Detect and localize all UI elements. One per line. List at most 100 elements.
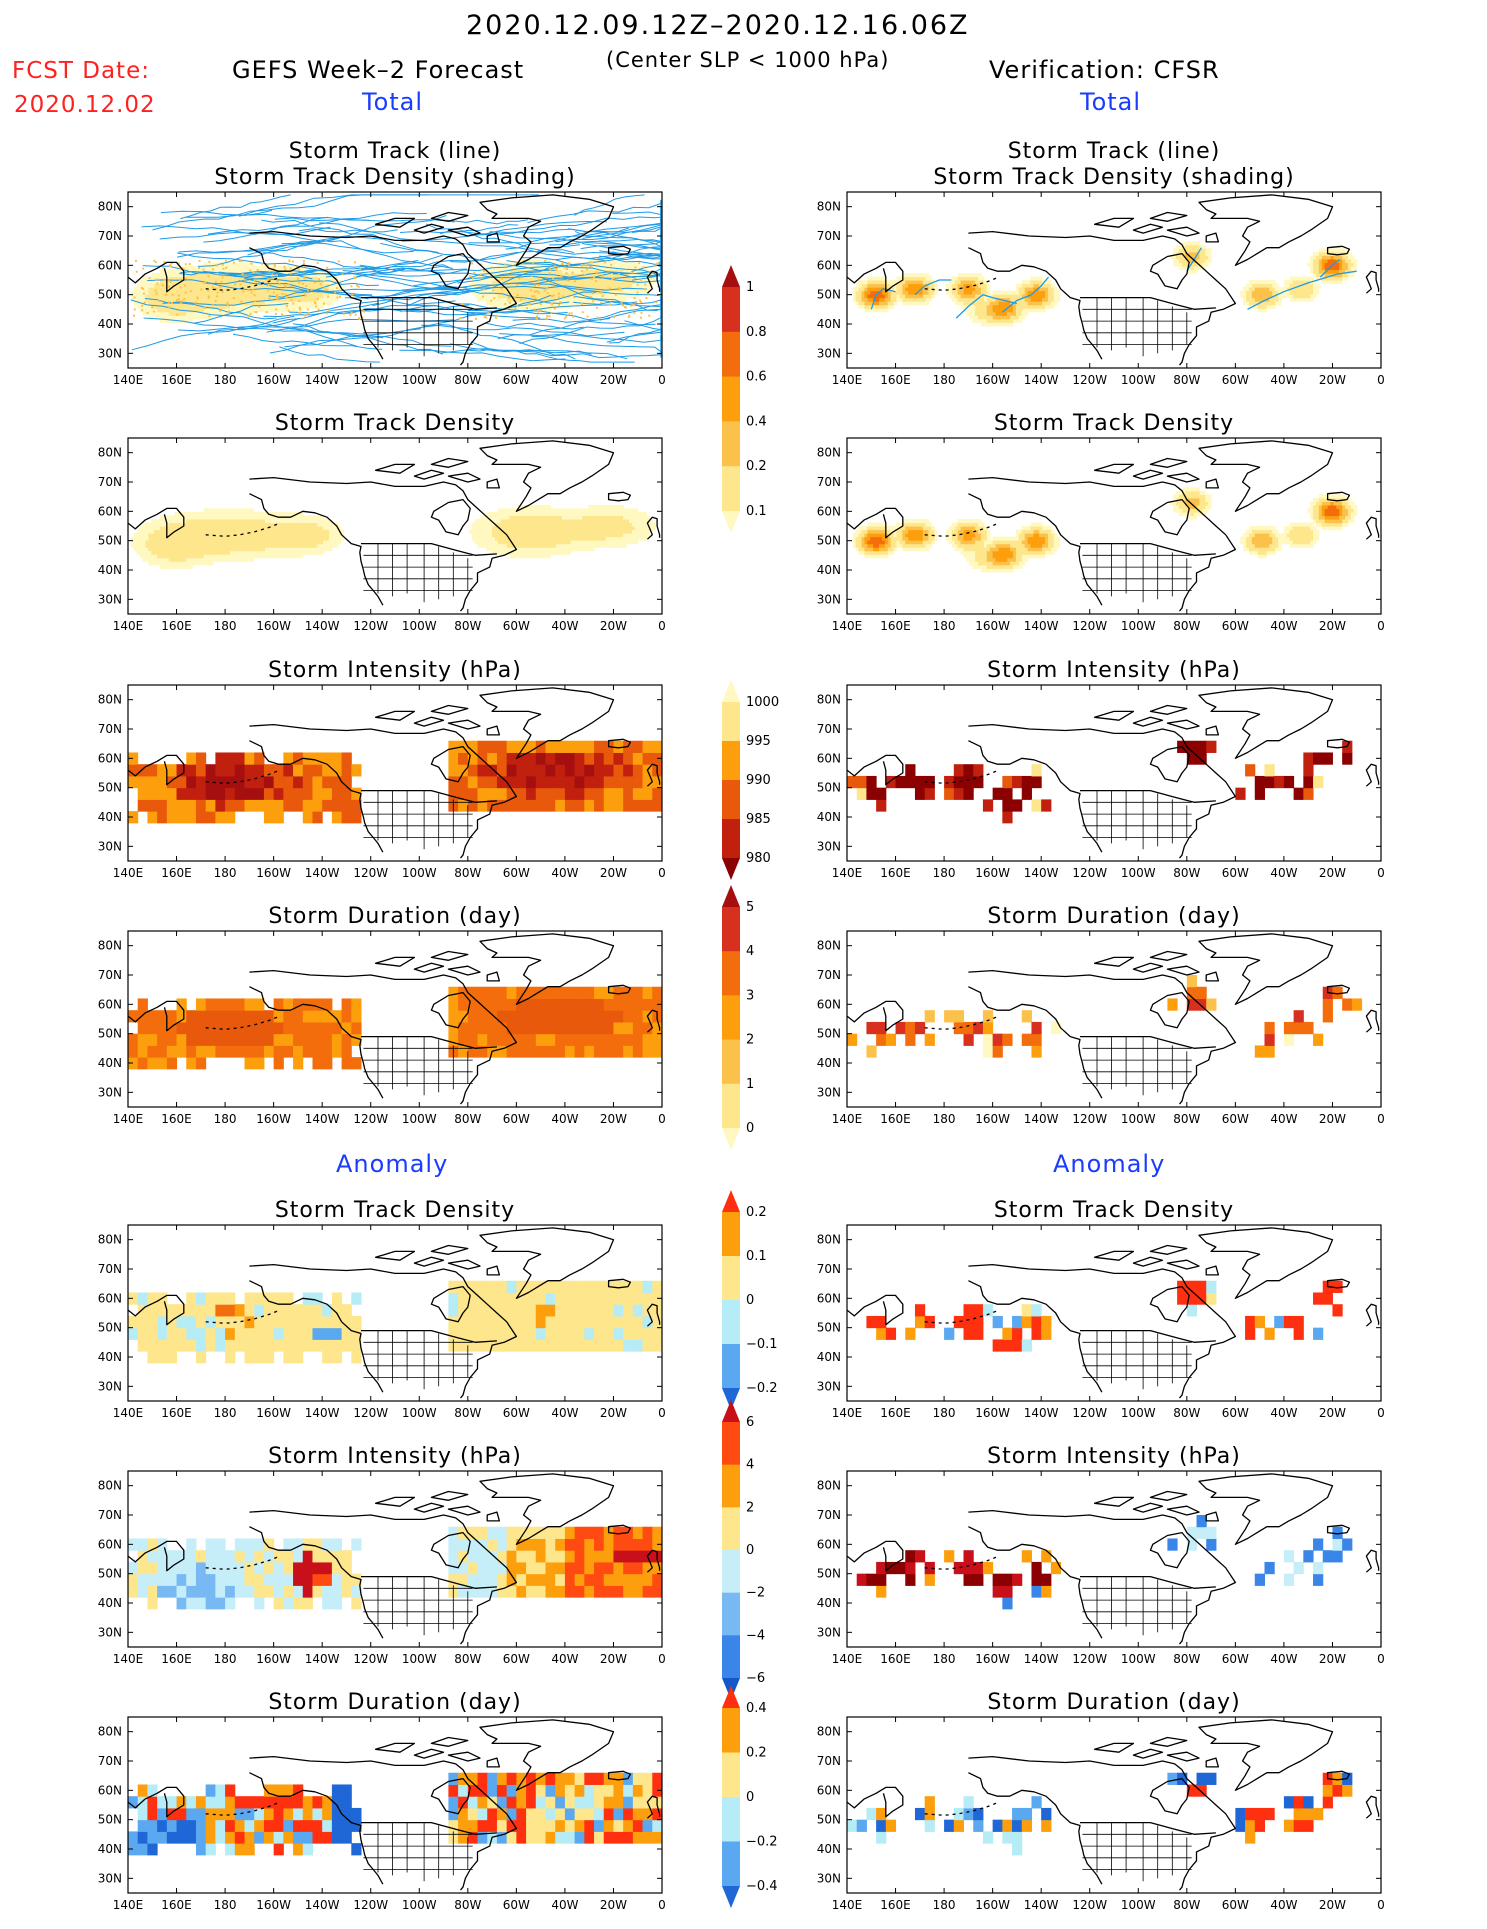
x-tick-label: 40W — [551, 373, 578, 387]
density-cell — [1057, 291, 1061, 295]
track-density-speck — [285, 285, 287, 287]
storm-track-line — [527, 201, 660, 223]
track-density-speck — [538, 279, 540, 281]
track-density-speck — [185, 277, 187, 279]
track-density-speck — [275, 308, 277, 310]
track-density-speck — [610, 264, 612, 266]
track-density-speck — [290, 299, 292, 301]
track-density-speck — [311, 289, 313, 291]
track-density-speck — [281, 313, 283, 315]
density-cell — [1275, 284, 1279, 288]
track-density-speck — [609, 303, 611, 305]
track-density-speck — [657, 262, 659, 264]
track-density-speck — [637, 291, 639, 293]
track-density-speck — [530, 289, 532, 291]
track-density-speck — [551, 312, 553, 314]
track-density-speck — [552, 278, 554, 280]
density-cell — [1208, 255, 1212, 259]
track-density-speck — [181, 300, 183, 302]
track-density-speck — [243, 279, 245, 281]
track-density-speck — [249, 270, 251, 272]
track-density-speck — [597, 317, 599, 319]
density-cell — [926, 273, 930, 277]
density-cell — [1051, 305, 1055, 309]
track-density-speck — [189, 263, 191, 265]
track-density-speck — [554, 308, 556, 310]
track-density-speck — [549, 269, 551, 271]
track-density-speck — [635, 301, 637, 303]
period-title: 2020.12.09.12Z–2020.12.16.06Z — [466, 10, 970, 41]
x-tick-label: 160E — [880, 373, 911, 387]
density-cell — [1272, 305, 1276, 309]
track-density-speck — [324, 287, 326, 289]
track-density-speck — [326, 312, 328, 314]
forecast-date-label: FCST Date: — [12, 58, 150, 84]
x-tick-label: 140E — [832, 373, 863, 387]
track-density-speck — [534, 309, 536, 311]
track-density-speck — [172, 294, 174, 296]
track-density-speck — [618, 273, 620, 275]
track-density-speck — [178, 295, 180, 297]
track-density-speck — [363, 311, 365, 313]
track-density-speck — [233, 262, 235, 264]
track-density-speck — [326, 267, 328, 269]
track-density-speck — [618, 287, 620, 289]
track-density-speck — [156, 292, 158, 294]
track-density-speck — [562, 262, 564, 264]
track-density-speck — [655, 263, 657, 265]
density-cell — [1310, 298, 1314, 302]
track-density-speck — [144, 302, 146, 304]
track-density-speck — [155, 261, 157, 263]
density-cell — [568, 551, 572, 555]
track-density-speck — [586, 316, 588, 318]
track-density-speck — [625, 306, 627, 308]
track-density-speck — [143, 293, 145, 295]
track-density-speck — [298, 268, 300, 270]
track-density-speck — [536, 290, 538, 292]
density-cell — [934, 287, 938, 291]
track-density-speck — [461, 303, 463, 305]
panel-title: Storm Track Density (shading) — [933, 165, 1294, 190]
track-density-speck — [219, 310, 221, 312]
track-density-speck — [495, 317, 497, 319]
verification-column-title: Verification: CFSR — [989, 56, 1220, 84]
track-density-speck — [208, 261, 210, 263]
track-density-speck — [317, 298, 319, 300]
track-density-speck — [307, 309, 309, 311]
density-cell — [320, 551, 324, 555]
panel-title: Storm Track (line) — [1008, 139, 1221, 164]
track-density-speck — [195, 302, 197, 304]
track-density-speck — [339, 296, 341, 298]
density-cell — [929, 298, 933, 302]
track-density-speck — [342, 267, 344, 269]
track-density-speck — [508, 297, 510, 299]
track-density-speck — [200, 288, 202, 290]
track-density-speck — [300, 312, 302, 314]
track-density-speck — [303, 263, 305, 265]
track-density-speck — [596, 272, 598, 274]
track-density-speck — [284, 293, 286, 295]
density-cell — [1051, 284, 1055, 288]
track-density-speck — [547, 292, 549, 294]
forecast-column-title: GEFS Week–2 Forecast — [232, 56, 524, 84]
track-density-speck — [163, 279, 165, 281]
track-density-speck — [602, 295, 604, 297]
track-density-speck — [227, 303, 229, 305]
track-density-speck — [242, 291, 244, 293]
y-tick-label: 70N — [817, 229, 841, 243]
track-density-speck — [590, 296, 592, 298]
track-density-speck — [586, 268, 588, 270]
track-density-speck — [212, 304, 214, 306]
track-density-speck — [318, 278, 320, 280]
track-density-speck — [559, 301, 561, 303]
track-density-speck — [151, 306, 153, 308]
track-density-speck — [320, 283, 322, 285]
density-cell — [338, 540, 342, 544]
track-density-speck — [183, 298, 185, 300]
density-cell — [1354, 262, 1358, 266]
track-density-speck — [644, 284, 646, 286]
track-density-speck — [185, 263, 187, 265]
track-density-speck — [536, 315, 538, 317]
